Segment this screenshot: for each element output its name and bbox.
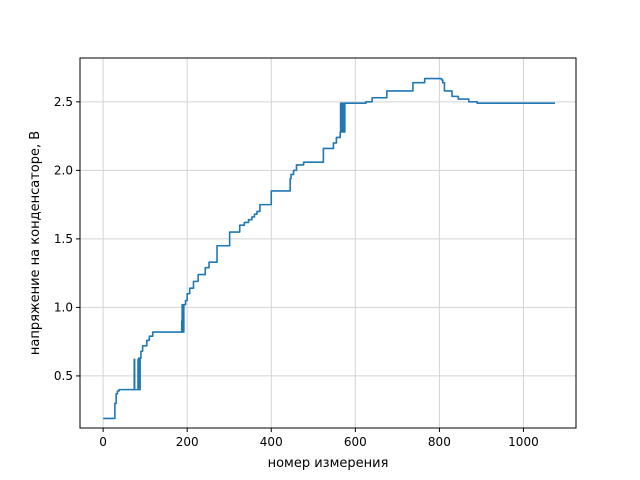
y-axis: 0.5 1.0 1.5 2.0 2.5 <box>54 95 80 383</box>
x-tick-label: 800 <box>428 435 451 449</box>
x-tick-label: 0 <box>99 435 107 449</box>
y-tick-label: 2.0 <box>54 163 73 177</box>
x-tick-label: 200 <box>176 435 199 449</box>
plot-frame <box>79 57 577 429</box>
x-axis: 0 200 400 600 800 1000 <box>99 428 539 449</box>
x-tick-label: 600 <box>344 435 367 449</box>
x-axis-label: номер измерения <box>268 456 389 471</box>
y-tick-label: 0.5 <box>54 369 73 383</box>
y-tick-label: 1.5 <box>54 232 73 246</box>
x-tick-label: 400 <box>260 435 283 449</box>
y-tick-label: 1.0 <box>54 300 73 314</box>
series-layer <box>103 77 555 420</box>
y-axis-label: напряжение на конденсаторе, В <box>28 131 43 355</box>
x-tick-label: 1000 <box>508 435 539 449</box>
y-tick-label: 2.5 <box>54 95 73 109</box>
series-line <box>103 77 555 420</box>
grid <box>80 58 576 428</box>
